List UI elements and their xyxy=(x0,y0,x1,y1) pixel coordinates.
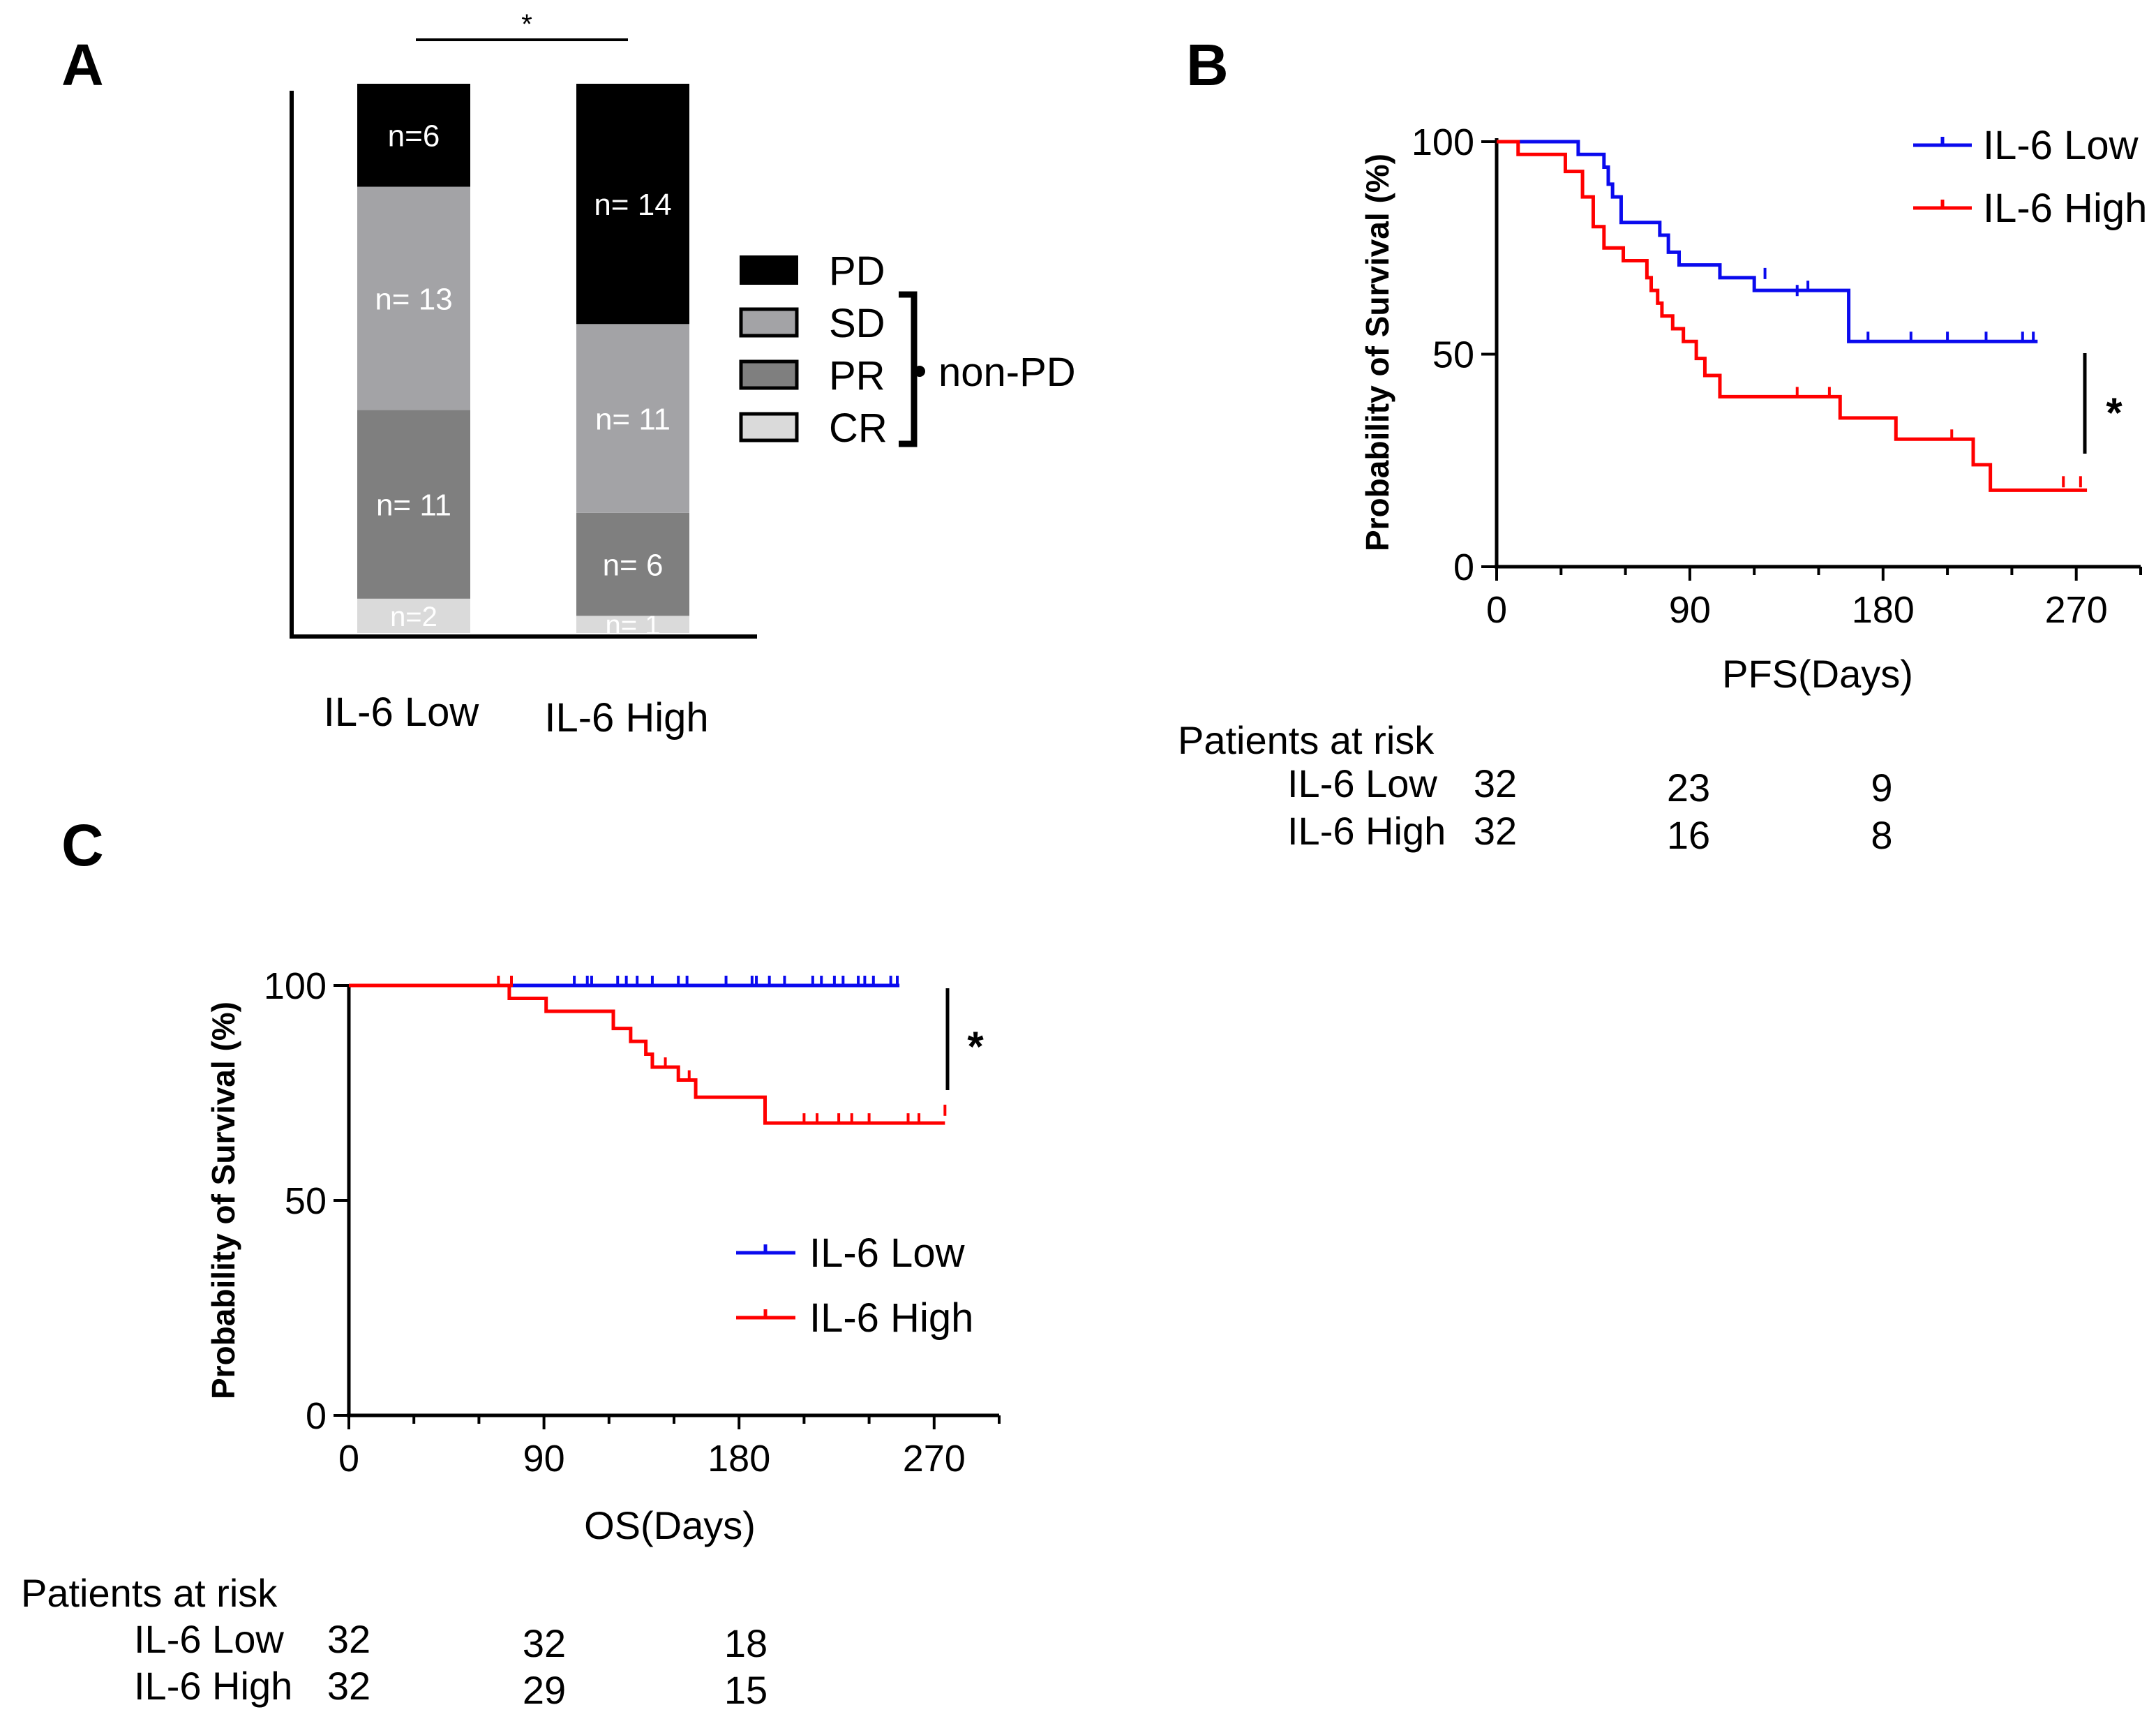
a-significance-star: * xyxy=(521,9,532,40)
a-legend-group-dot xyxy=(914,366,925,377)
x-tick-label: 0 xyxy=(338,1438,359,1480)
c-risk-row-low-label: IL-6 Low xyxy=(134,1617,284,1661)
x-tick-label: 0 xyxy=(1486,589,1507,631)
x-tick-label: 90 xyxy=(1669,589,1711,631)
bar-label: n= 6 xyxy=(603,548,664,582)
c-risk-title: Patients at risk xyxy=(21,1571,278,1615)
b-x-axis-title: PFS(Days) xyxy=(1722,652,1913,696)
bar-segment-pr xyxy=(576,512,689,616)
bar-label: n=2 xyxy=(390,602,437,632)
a-category-label-high: IL-6 High xyxy=(544,695,708,740)
a-legend-swatch-pd xyxy=(740,255,798,285)
a-legend-label-sd: SD xyxy=(829,301,885,346)
km-curve-il-6-low xyxy=(1497,140,2038,343)
bar-segment-sd xyxy=(357,186,470,410)
km-curve-il-6-high xyxy=(349,983,945,1125)
c-risk-value: 15 xyxy=(724,1668,768,1712)
bar-label: n= 11 xyxy=(376,488,451,522)
bar-label: n= 11 xyxy=(595,402,671,436)
a-legend-label-pr: PR xyxy=(829,353,885,399)
a-category-label-low: IL-6 Low xyxy=(324,690,480,735)
b-legend-label-low: IL-6 Low xyxy=(1983,123,2139,168)
a-legend-group-label: non-PD xyxy=(938,350,1076,395)
x-tick-label: 270 xyxy=(2045,589,2108,631)
y-tick-label: 50 xyxy=(285,1180,327,1222)
b-risk-value: 9 xyxy=(1871,766,1892,810)
bar-segment-pd xyxy=(357,84,470,187)
y-tick-label: 100 xyxy=(264,965,327,1007)
bar-segment-pd xyxy=(576,84,689,325)
c-legend-label-high: IL-6 High xyxy=(809,1295,973,1341)
b-legend-label-high: IL-6 High xyxy=(1983,186,2147,231)
b-risk-value: 8 xyxy=(1871,813,1892,857)
c-risk-value: 32 xyxy=(327,1664,370,1708)
a-legend: PD SD PR CR non-PD xyxy=(739,248,1076,451)
b-y-axis-title: Probability of Survival (%) xyxy=(1359,154,1395,551)
x-tick-label: 180 xyxy=(708,1438,770,1480)
bar-label: n=6 xyxy=(388,119,440,154)
panel-label-c: C xyxy=(61,812,104,878)
a-legend-swatch-cr xyxy=(739,412,799,442)
x-tick-label: 270 xyxy=(903,1438,966,1480)
b-risk-row-high-label: IL-6 High xyxy=(1287,809,1446,853)
a-legend-label-pd: PD xyxy=(829,248,885,294)
bar-segment-cr xyxy=(576,616,689,633)
y-tick-label: 100 xyxy=(1412,121,1474,163)
c-risk-value: 29 xyxy=(523,1668,566,1712)
b-risk-value: 16 xyxy=(1667,813,1710,857)
c-significance-star: * xyxy=(967,1023,984,1070)
a-legend-group-bracket xyxy=(899,291,918,447)
panel-c: 0 90 180 270 0 50 100 Probability of Survival … xyxy=(21,965,1001,1712)
bar-segment-cr xyxy=(357,598,470,633)
panel-b: 0 90 180 270 0 50 100 Probability of Survival … xyxy=(1178,121,2147,857)
c-risk-table: Patients at risk IL-6 Low IL-6 High 32 3… xyxy=(21,1571,768,1712)
x-tick-label: 180 xyxy=(1852,589,1915,631)
a-legend-swatch-sd xyxy=(739,307,799,338)
b-risk-value: 32 xyxy=(1474,809,1517,853)
bar-label: n= 13 xyxy=(375,282,452,316)
c-x-axis-title: OS(Days) xyxy=(584,1503,756,1547)
panel-label-a: A xyxy=(61,32,104,98)
y-tick-label: 0 xyxy=(1453,546,1474,588)
c-risk-row-high-label: IL-6 High xyxy=(134,1664,292,1708)
panel-a: n=2n= 11n= 13n=6n= 1n= 6n= 11n= 14 * IL-… xyxy=(290,9,1076,740)
b-legend: IL-6 Low IL-6 High xyxy=(1913,123,2147,231)
a-legend-label-cr: CR xyxy=(829,405,888,451)
y-tick-label: 50 xyxy=(1432,334,1474,376)
b-risk-row-low-label: IL-6 Low xyxy=(1287,761,1437,805)
c-legend-label-low: IL-6 Low xyxy=(809,1230,966,1276)
c-risk-value: 32 xyxy=(327,1617,370,1661)
panel-label-b: B xyxy=(1186,32,1229,98)
b-risk-value: 23 xyxy=(1667,766,1710,810)
c-risk-value: 32 xyxy=(523,1621,566,1665)
c-legend: IL-6 Low IL-6 High xyxy=(736,1230,973,1341)
km-curve-il-6-high xyxy=(1497,140,2088,492)
c-y-axis-title: Probability of Survival (%) xyxy=(205,1002,241,1399)
bar-label: n= 14 xyxy=(594,188,671,222)
bar-segment-pr xyxy=(357,410,470,599)
b-significance-star: * xyxy=(2106,389,2123,436)
c-risk-value: 18 xyxy=(724,1621,768,1665)
bar-segment-sd xyxy=(576,324,689,513)
b-risk-table: Patients at risk IL-6 Low IL-6 High 32 2… xyxy=(1178,718,1893,857)
b-risk-title: Patients at risk xyxy=(1178,718,1435,762)
y-tick-label: 0 xyxy=(306,1395,327,1437)
a-legend-swatch-pr xyxy=(739,359,799,390)
x-tick-label: 90 xyxy=(523,1438,565,1480)
b-risk-value: 32 xyxy=(1474,761,1517,805)
